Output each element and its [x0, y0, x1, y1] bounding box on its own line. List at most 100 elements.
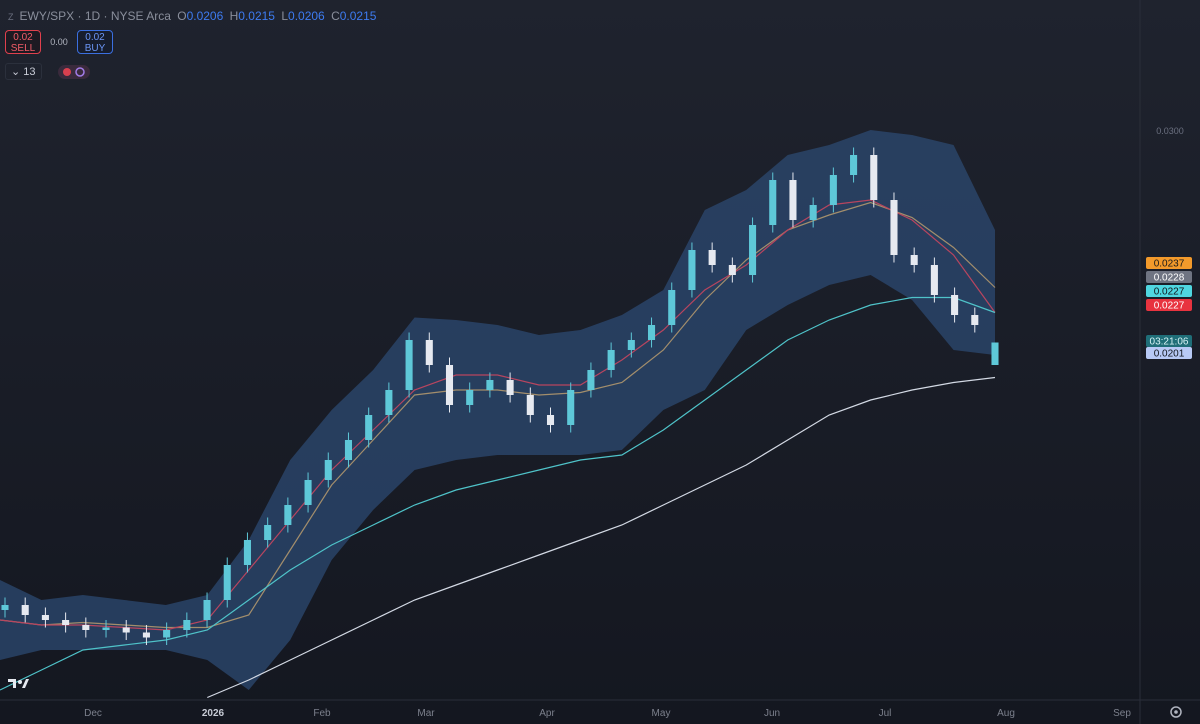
candle-body — [991, 342, 999, 365]
ohlc-key: C — [331, 9, 340, 23]
trade-panel: 0.02 SELL 0.00 0.02 BUY — [5, 30, 113, 54]
candle-body — [506, 380, 514, 395]
candle-body — [971, 315, 979, 325]
tv-logo — [8, 679, 29, 688]
price-label-bg — [1146, 257, 1192, 269]
candle-body — [546, 415, 555, 425]
x-tick-label: Mar — [417, 708, 435, 719]
candle-body — [728, 265, 736, 275]
x-tick-label: May — [652, 708, 671, 719]
candle-body — [829, 175, 837, 205]
indicator-count-value: 13 — [23, 66, 36, 78]
price-label-bg — [1146, 271, 1192, 283]
ohlc-value: 0.0215 — [339, 9, 377, 23]
candle-body — [405, 340, 413, 390]
alert-icons — [62, 66, 85, 77]
candle-body — [284, 505, 292, 525]
candle-body — [324, 460, 332, 480]
moving-average — [207, 376, 996, 699]
logo: Z — [8, 12, 14, 22]
price-label: 0.0201 — [1154, 349, 1185, 360]
candle-body — [425, 340, 433, 365]
candle-body — [789, 180, 797, 220]
candle-body — [567, 390, 575, 425]
candle-body — [870, 155, 878, 200]
candle-body — [627, 340, 635, 350]
candle-body — [809, 205, 817, 220]
candle-body — [41, 615, 49, 620]
candle-body — [749, 225, 757, 275]
candle-body — [688, 250, 696, 290]
candle-body — [304, 480, 312, 505]
candle-body — [951, 295, 959, 315]
candle-body — [708, 250, 716, 265]
candle-body — [183, 620, 191, 630]
ohlc-value: 0.0206 — [186, 9, 224, 23]
countdown-bg — [1146, 335, 1192, 347]
ohlc-value: 0.0215 — [238, 9, 275, 23]
buy-price: 0.02 — [85, 32, 105, 43]
candle-body — [223, 565, 231, 600]
symbol: EWY/SPX · 1D · NYSE Arca — [19, 9, 171, 23]
spread: 0.00 — [50, 37, 68, 47]
axes: 0.0300 Dec 2026 Feb Mar Apr May Jun Jul Aug Sep 0.0… — [84, 126, 1192, 719]
price-label-bg — [1146, 285, 1192, 297]
price-label: 0.0227 — [1154, 287, 1185, 298]
y-tick-label: 0.0300 — [1156, 126, 1184, 136]
buy-button[interactable]: 0.02 BUY — [77, 30, 113, 54]
x-tick-label: Apr — [539, 708, 555, 719]
price-label-bg — [1146, 347, 1192, 359]
candle-body — [344, 440, 353, 460]
plot-area — [0, 130, 999, 699]
ohlc-value: 0.0206 — [288, 9, 325, 23]
x-tick-label: Aug — [997, 708, 1015, 719]
candle-body — [82, 625, 90, 630]
candle-body — [930, 265, 938, 295]
candle-body — [385, 390, 393, 415]
candle-body — [142, 632, 150, 638]
countdown: 03:21:06 — [1150, 337, 1189, 348]
candle-body — [203, 600, 211, 620]
price-label: 0.0227 — [1154, 301, 1185, 312]
x-tick-label: Jul — [879, 708, 892, 719]
x-tick-label: Sep — [1113, 708, 1131, 719]
candle-body — [264, 525, 272, 540]
candle-body — [607, 350, 615, 370]
ohlc-key: L — [281, 9, 289, 23]
candle-body — [910, 255, 918, 265]
indicator-count: ⌄ 13 — [5, 63, 42, 80]
buy-label: BUY — [84, 43, 106, 54]
sell-button[interactable]: 0.02 SELL — [5, 30, 41, 54]
candle-body — [850, 155, 858, 175]
candle-body — [21, 605, 29, 615]
x-tick-label: Jun — [764, 708, 780, 719]
x-tick-label: Dec — [84, 708, 102, 719]
candle-body — [890, 200, 898, 255]
alert-pill[interactable] — [57, 64, 90, 79]
candle-body — [1, 605, 9, 610]
price-label: 0.0237 — [1154, 259, 1185, 270]
moving-average — [0, 201, 996, 629]
candle-body — [587, 370, 595, 390]
candle-body — [647, 325, 656, 340]
settings-icon[interactable] — [1170, 706, 1182, 718]
sell-label: SELL — [10, 43, 36, 54]
candle-body — [668, 290, 676, 325]
indicators-toggle[interactable]: ⌄ 13 — [5, 63, 90, 80]
price-label-bg — [1146, 299, 1192, 311]
candle-body — [486, 380, 494, 390]
x-tick-label: Feb — [313, 708, 331, 719]
ohlc-key: O — [177, 9, 187, 23]
candle-body — [122, 627, 130, 633]
candle-body — [365, 415, 373, 440]
candle-body — [466, 390, 474, 405]
symbol-header: Z EWY/SPX · 1D · NYSE Arca O0.0206 H0.021… — [8, 9, 376, 23]
moving-average — [0, 296, 996, 691]
candle-body — [62, 620, 70, 625]
sell-price: 0.02 — [13, 32, 33, 43]
price-label: 0.0228 — [1154, 273, 1185, 284]
candle-body — [163, 630, 171, 638]
candle-body — [526, 395, 534, 415]
